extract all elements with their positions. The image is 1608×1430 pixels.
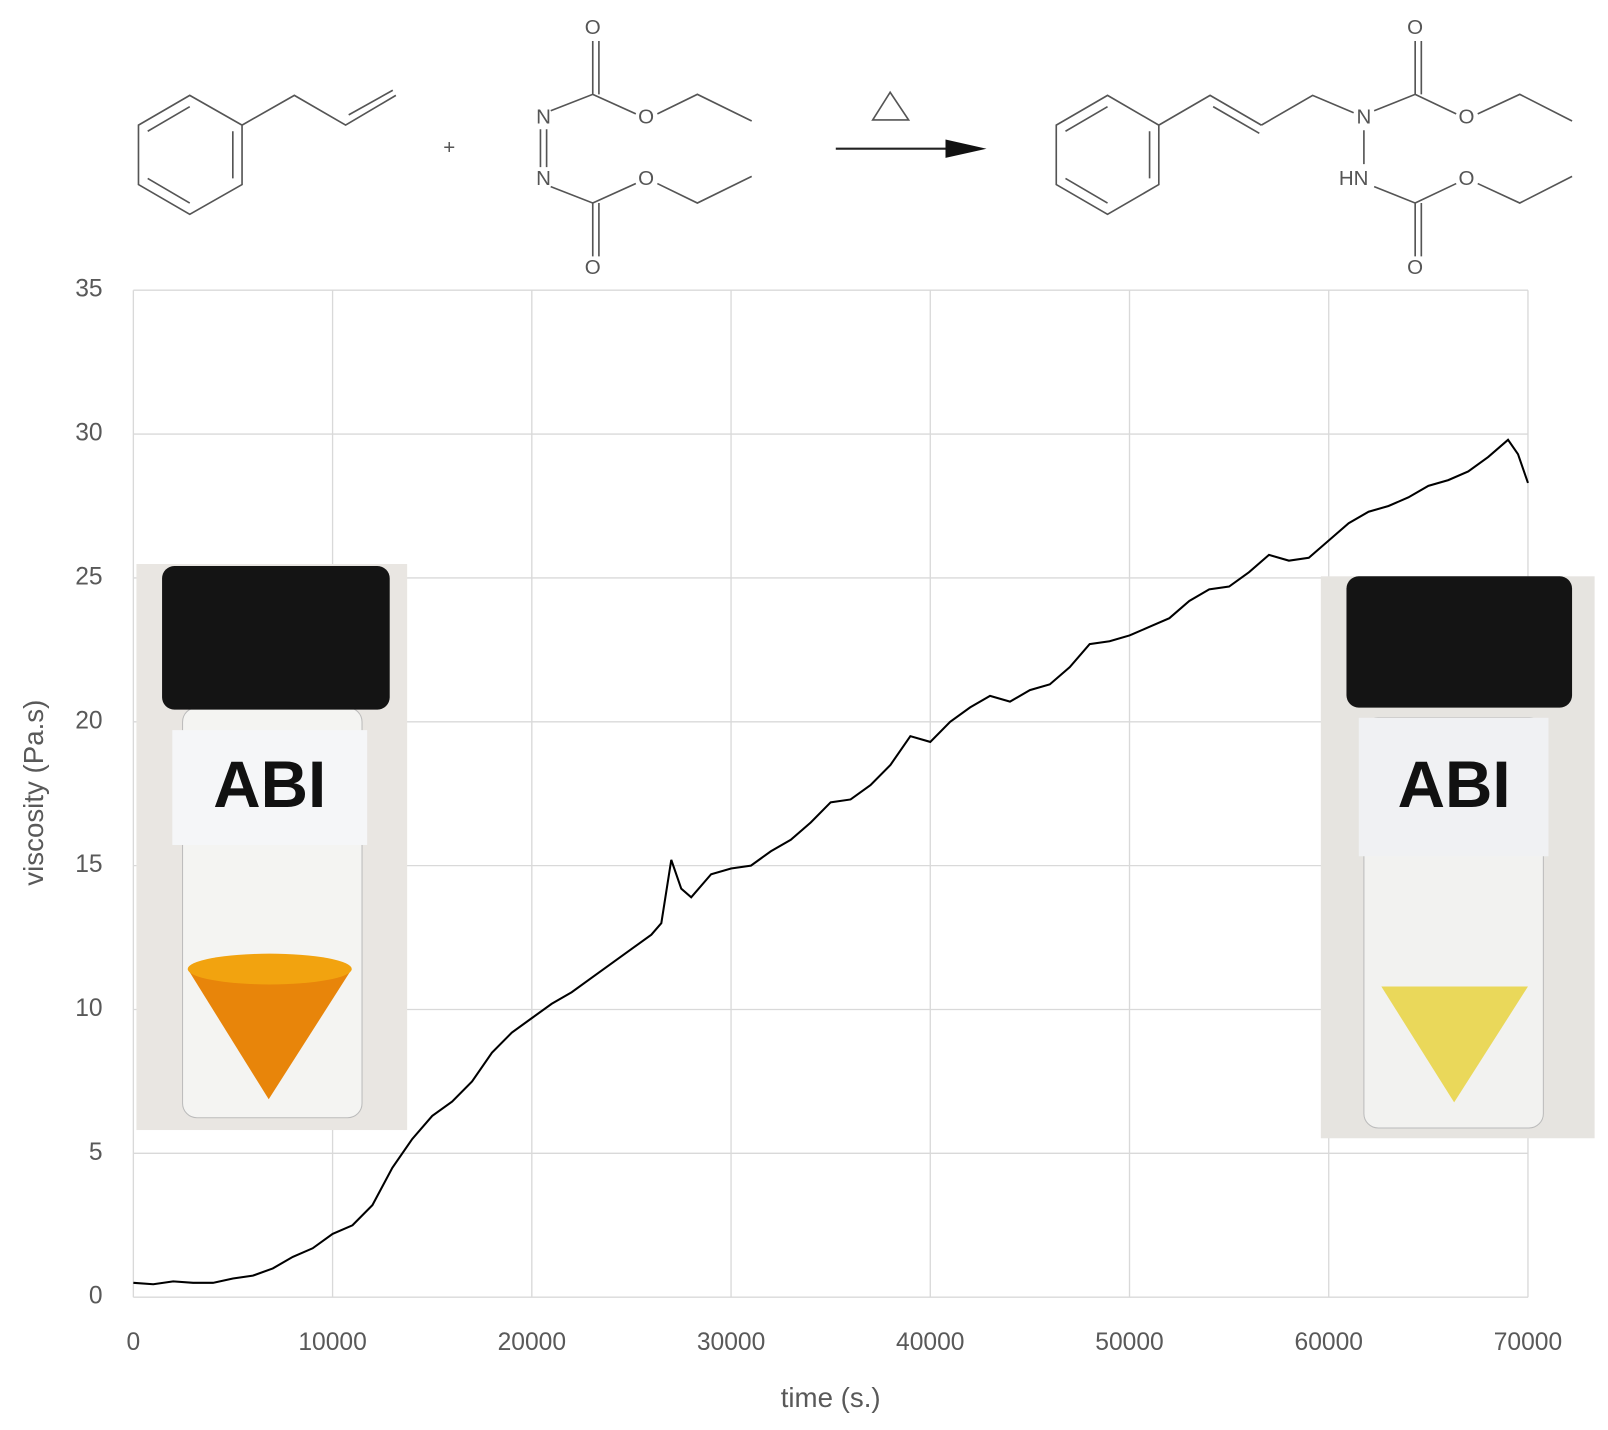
x-tick-label: 60000 xyxy=(1295,1329,1363,1356)
x-tick-label: 70000 xyxy=(1494,1329,1562,1356)
product xyxy=(1055,41,1573,257)
plus: + xyxy=(443,136,455,159)
atom: O xyxy=(1407,16,1423,39)
y-tick-label: 15 xyxy=(75,851,102,878)
y-tick-label: 35 xyxy=(75,276,102,303)
atom: O xyxy=(585,256,601,279)
y-tick-label: 0 xyxy=(89,1283,103,1310)
atom: N xyxy=(1356,105,1371,128)
atom: O xyxy=(1458,105,1474,128)
liquid xyxy=(1381,986,1528,1103)
y-tick-label: 10 xyxy=(75,995,102,1022)
atom: N xyxy=(536,105,551,128)
y-tick-label: 25 xyxy=(75,563,102,590)
arrow-head xyxy=(945,139,987,158)
data-line xyxy=(133,438,1529,1286)
x-tick-label: 40000 xyxy=(896,1329,964,1356)
azodicarboxylate xyxy=(539,41,753,257)
y-tick-label: 30 xyxy=(75,420,102,447)
atom: O xyxy=(585,16,601,39)
atom: N xyxy=(536,167,551,190)
atom: O xyxy=(638,167,654,190)
vial-cap xyxy=(1346,576,1573,708)
photo-label: ABI xyxy=(1398,748,1511,821)
photo-after: ABI xyxy=(1320,576,1595,1139)
liquid xyxy=(187,969,352,1100)
x-tick-label: 10000 xyxy=(298,1329,366,1356)
x-tick-label: 30000 xyxy=(697,1329,765,1356)
vial-cap xyxy=(162,566,390,710)
photo-before: ABI xyxy=(136,564,408,1131)
vial-label xyxy=(172,730,368,845)
atom: O xyxy=(1458,167,1474,190)
heat-symbol xyxy=(871,90,911,121)
liquid-surface xyxy=(187,953,352,985)
plot: 0 5 10 15 20 25 30 35 0 10000 20000 30000 40000 50000… xyxy=(75,276,1562,1356)
y-axis-title: viscosity (Pa.s) xyxy=(18,700,49,886)
atom: O xyxy=(1407,256,1423,279)
vial-label xyxy=(1358,717,1549,857)
y-tick-label: 5 xyxy=(89,1139,103,1166)
atom: O xyxy=(638,105,654,128)
x-axis-title: time (s.) xyxy=(781,1382,881,1413)
x-tick-label: 20000 xyxy=(498,1329,566,1356)
x-tick-label: 50000 xyxy=(1095,1329,1163,1356)
y-tick-label: 20 xyxy=(75,707,102,734)
x-tick-label: 0 xyxy=(127,1329,141,1356)
photo-label: ABI xyxy=(213,748,326,821)
atom: HN xyxy=(1339,167,1369,190)
benzene xyxy=(137,89,397,216)
reaction-scheme: + N N O O O O N HN O O O O xyxy=(137,16,1573,279)
